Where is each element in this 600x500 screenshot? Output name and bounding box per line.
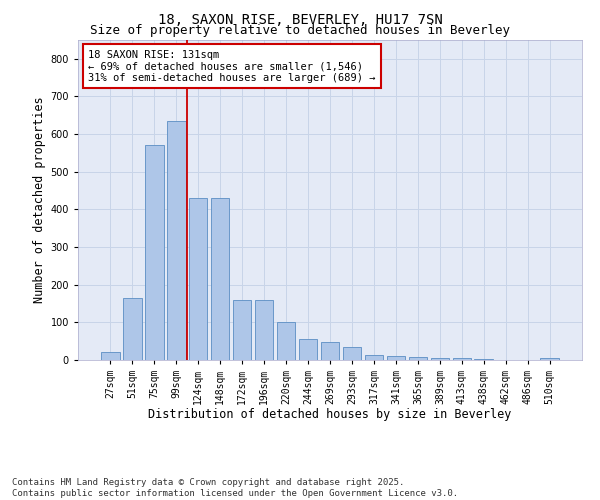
Bar (299, 338, 317, 360)
Bar (277, 322, 295, 360)
Text: Contains HM Land Registry data © Crown copyright and database right 2025.
Contai: Contains HM Land Registry data © Crown c… (12, 478, 458, 498)
Bar (431, 358, 449, 360)
Bar (452, 358, 471, 360)
Bar (541, 358, 559, 360)
Bar (101, 352, 119, 360)
Bar (365, 355, 383, 360)
Bar (343, 347, 361, 360)
X-axis label: Distribution of detached houses by size in Beverley: Distribution of detached houses by size … (148, 408, 512, 422)
Bar (189, 198, 208, 360)
Y-axis label: Number of detached properties: Number of detached properties (34, 96, 46, 304)
Text: Size of property relative to detached houses in Beverley: Size of property relative to detached ho… (90, 24, 510, 37)
Text: 18, SAXON RISE, BEVERLEY, HU17 7SN: 18, SAXON RISE, BEVERLEY, HU17 7SN (158, 12, 442, 26)
Bar (255, 300, 274, 360)
Bar (211, 198, 229, 360)
Bar (233, 300, 251, 360)
Text: 18 SAXON RISE: 131sqm
← 69% of detached houses are smaller (1,546)
31% of semi-d: 18 SAXON RISE: 131sqm ← 69% of detached … (88, 50, 376, 83)
Bar (386, 356, 405, 360)
Bar (320, 342, 340, 360)
Bar (409, 357, 427, 360)
Bar (475, 359, 493, 360)
Bar (167, 121, 185, 360)
Bar (123, 298, 142, 360)
Bar (145, 146, 164, 360)
